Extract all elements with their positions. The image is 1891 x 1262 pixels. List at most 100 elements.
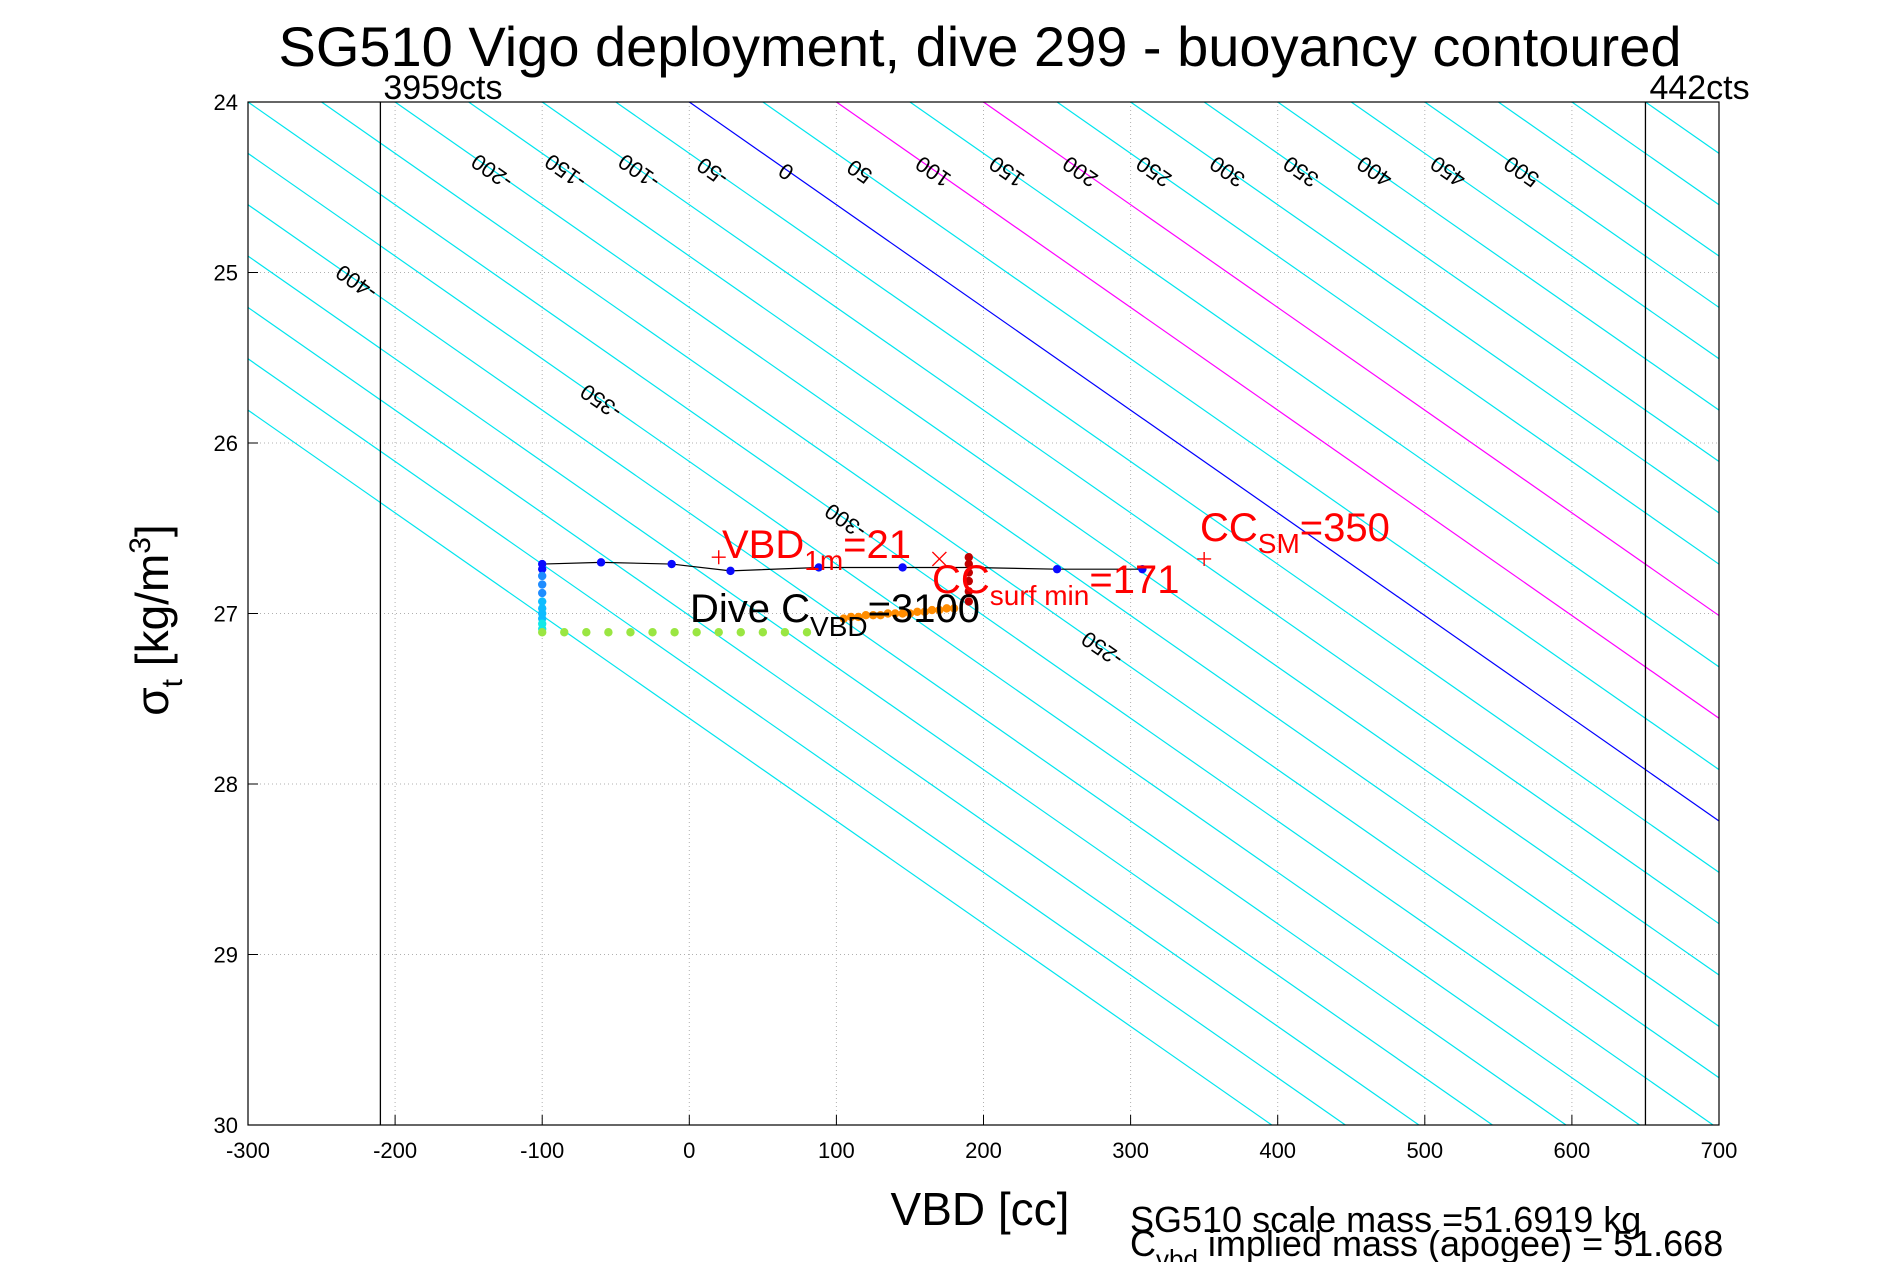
x-axis-label: VBD [cc] [891, 1183, 1070, 1235]
contour-line [688, 102, 1719, 822]
data-point [596, 558, 606, 567]
x-tick-label: 100 [818, 1138, 855, 1163]
y-tick-label: 30 [214, 1113, 238, 1138]
plus-marker [1197, 551, 1212, 566]
contour-line [1350, 102, 1719, 360]
y-axis-sigma: σ [126, 687, 178, 715]
data-point [538, 580, 547, 589]
y-tick-label: 24 [214, 90, 238, 115]
cc-sm-sub: SM [1258, 528, 1300, 559]
x-tick-label: 400 [1259, 1138, 1296, 1163]
y-axis-close: ] [126, 524, 178, 537]
dive-c-sub: VBD [810, 611, 868, 642]
x-tick-label: 500 [1406, 1138, 1443, 1163]
data-point [876, 611, 885, 620]
contour-line [983, 102, 1719, 617]
scale-mass-note: SG510 scale mass =51.6919 kg [1130, 1199, 1641, 1240]
data-point [758, 628, 768, 637]
contour-line [541, 102, 1719, 925]
data-point [538, 628, 547, 637]
data-point [1138, 564, 1147, 574]
data-point [868, 611, 878, 620]
cc-surf-value: =171 [1089, 558, 1179, 602]
data-point [538, 588, 547, 598]
implied-sub: vbd [1156, 1244, 1198, 1262]
plus-marker [711, 550, 726, 565]
vbd-limit-label: 3959cts [383, 69, 502, 107]
dive-c-value: =3100 [868, 587, 980, 631]
data-point [648, 628, 657, 637]
contour-line [1056, 102, 1719, 565]
markers [711, 550, 1212, 567]
data-points [538, 553, 1147, 637]
data-point [942, 604, 951, 613]
y-tick-label: 27 [214, 602, 238, 627]
vbd-1m-annotation: VBD1m=21 [722, 523, 911, 576]
contour-line [1718, 102, 1719, 103]
data-point [964, 576, 973, 586]
data-point [964, 587, 973, 596]
vbd-1m-main: VBD [722, 523, 804, 567]
implied-main: C [1130, 1223, 1156, 1262]
data-point [964, 597, 973, 606]
cc-surf-main: CC [932, 558, 990, 602]
x-tick-labels: -300 -200 -100 0 100 200 300 400 500 600 700 [226, 1115, 1737, 1163]
data-point [964, 553, 973, 562]
data-point [802, 628, 812, 637]
y-tick-label: 25 [214, 261, 238, 286]
data-point [714, 628, 723, 637]
data-point [626, 628, 635, 637]
x-tick-label: 700 [1701, 1138, 1738, 1163]
contour-line [762, 102, 1719, 771]
contour-line [1130, 102, 1719, 514]
contour-line [394, 102, 1719, 1028]
y-axis-sup: 3 [124, 537, 157, 554]
contour-line [1277, 102, 1719, 411]
data-point [913, 607, 922, 616]
data-point [1052, 564, 1062, 574]
data-point [736, 628, 745, 637]
contour-line [1203, 102, 1719, 463]
data-point [935, 605, 944, 615]
data-point [538, 597, 547, 606]
contour-line [248, 306, 1420, 1125]
x-tick-label: 300 [1112, 1138, 1149, 1163]
data-point [920, 607, 929, 616]
data-point [898, 563, 907, 572]
contour-line [615, 102, 1719, 874]
contour-line [1793, 102, 1891, 1125]
data-point [814, 563, 823, 572]
data-point [854, 612, 863, 622]
contour-line [468, 102, 1719, 976]
data-point [538, 564, 547, 574]
data-point [891, 609, 900, 618]
data-point [861, 611, 871, 620]
cc-sm-main: CC [1200, 506, 1258, 550]
data-point [726, 566, 735, 576]
data-point [905, 609, 915, 618]
contour-line [909, 102, 1719, 668]
y-axis-unit: [kg/m [126, 554, 178, 679]
contour-line [248, 255, 1493, 1125]
y-tick-labels: 24 25 26 27 28 29 30 [214, 90, 258, 1138]
cc-sm-value: =350 [1300, 506, 1390, 550]
dive-c-vbd-annotation: Dive CVBD=3100 [690, 587, 980, 642]
x-tick-label: -300 [226, 1138, 270, 1163]
implied-mass-note: Cvbd implied mass (apogee) = 51.668 [1130, 1223, 1723, 1262]
vbd-limit-lines: 3959cts 442cts [379, 69, 1750, 1125]
contour-line [248, 102, 1714, 1125]
data-point [839, 614, 848, 623]
chart-title: SG510 Vigo deployment, dive 299 - buoyan… [278, 15, 1681, 78]
x-tick-label: -100 [520, 1138, 564, 1163]
data-point [538, 571, 547, 581]
x-tick-label: 200 [965, 1138, 1002, 1163]
data-point [604, 628, 613, 637]
cc-surf-sub: surf min [990, 580, 1090, 611]
contour-line [836, 102, 1719, 719]
data-point [898, 609, 907, 618]
data-point [667, 559, 676, 569]
data-point [949, 604, 959, 613]
vbd-1m-value: =21 [843, 523, 911, 567]
data-point [780, 628, 790, 637]
